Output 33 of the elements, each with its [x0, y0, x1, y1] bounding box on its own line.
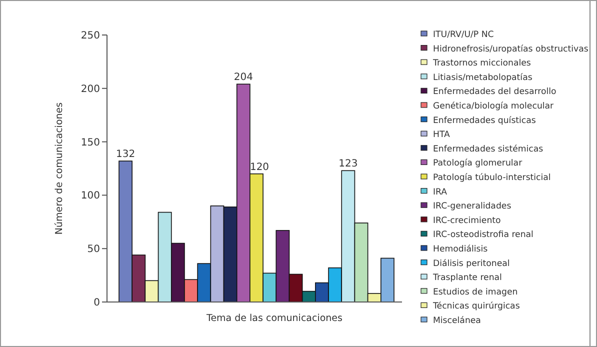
legend-label: IRA [433, 187, 448, 198]
x-axis-title: Tema de las comunicaciones [206, 313, 343, 324]
y-tick-label: 250 [80, 30, 100, 42]
legend-label: Patología túbulo-intersticial [433, 173, 551, 184]
legend-label: Técnicas quirúrgicas [432, 302, 520, 312]
legend-label: ITU/RV/U/P NC [433, 30, 494, 40]
legend-label: HTA [433, 130, 450, 140]
legend-label: Miscelánea [433, 316, 481, 326]
legend-label: Enfermedades quísticas [433, 116, 536, 126]
legend-label: IRC-osteodistrofia renal [433, 230, 534, 240]
y-axis-title: Número de comunicaciones [54, 102, 65, 235]
y-tick-label: 200 [80, 84, 100, 95]
data-label: 204 [234, 72, 253, 84]
legend-label: Estudios de imagen [433, 287, 518, 298]
legend-label: Hemodiálisis [433, 244, 488, 255]
data-label: 132 [116, 149, 136, 160]
legend-label: Trasplante renal [432, 273, 502, 284]
legend-label: IRC-crecimiento [433, 216, 501, 226]
legend-label: Trastornos miccionales [432, 58, 532, 69]
legend-label: IRC-generalidades [433, 202, 512, 212]
legend-label: Patología glomerular [433, 158, 523, 169]
data-label: 120 [250, 162, 270, 173]
legend-label: Enfermedades sistémicas [433, 144, 544, 154]
legend-label: Litiasis/metabolopatías [433, 72, 533, 83]
legend-label: Hidronefrosis/uropatías obstructivas [433, 44, 589, 54]
y-tick-label: 0 [94, 298, 100, 308]
legend-label: Enfermedades del desarrollo [433, 87, 556, 98]
y-tick-label: 100 [80, 190, 100, 202]
y-tick-label: 150 [80, 137, 100, 148]
y-tick-label: 50 [87, 244, 100, 256]
data-label: 123 [338, 158, 358, 170]
legend-label: Diálisis peritoneal [433, 258, 510, 269]
legend-label: Genética/biología molecular [433, 102, 554, 112]
